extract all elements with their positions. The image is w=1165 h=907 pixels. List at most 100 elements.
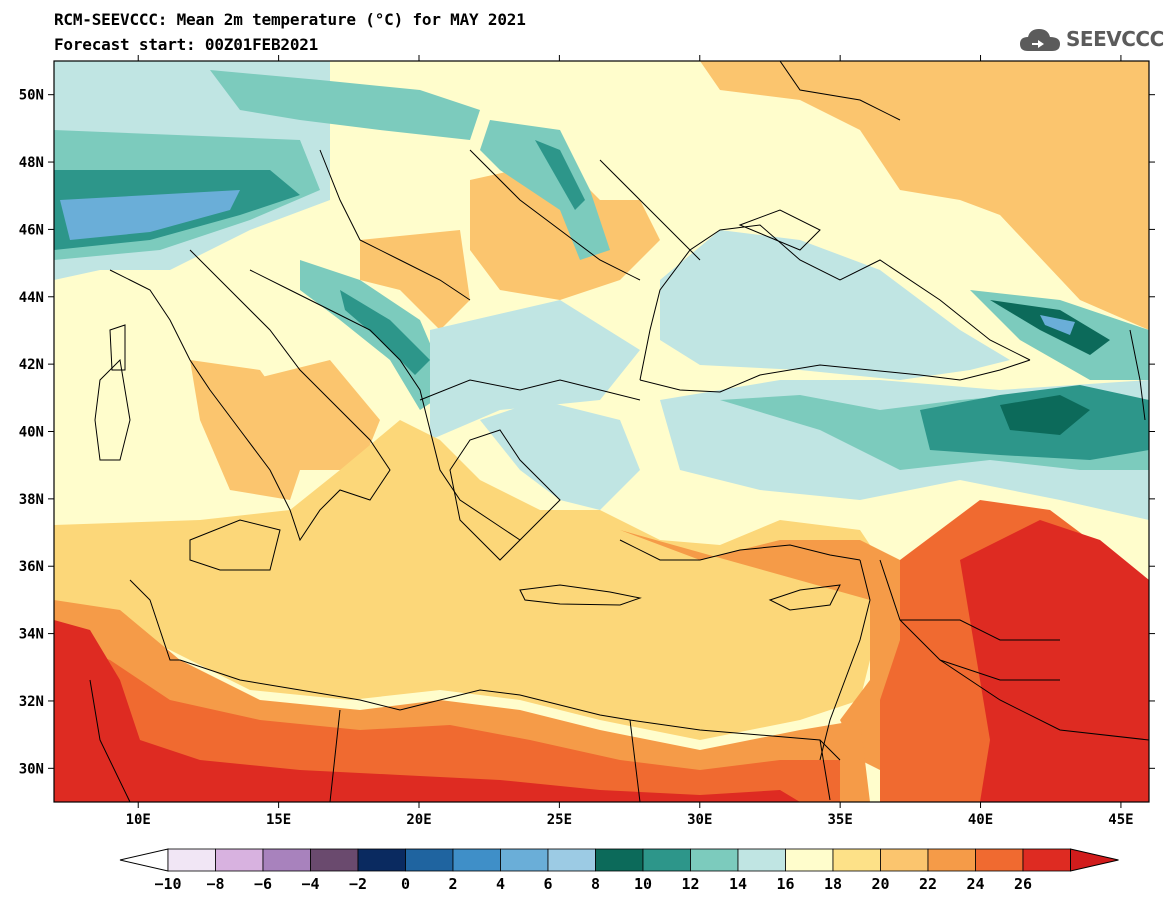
field-balkan-cool — [430, 300, 640, 440]
lat-tick-label: 48N — [19, 155, 44, 171]
field-iraq-hot — [960, 520, 1149, 802]
colorbar-tick-label: 16 — [776, 875, 794, 893]
colorbar-tick-label: 26 — [1014, 875, 1032, 893]
colorbar-swatch — [405, 848, 454, 872]
logo-text: SEEVCCC — [1066, 27, 1164, 51]
field-austria-cool — [210, 70, 480, 140]
lat-tick-label: 46N — [19, 222, 44, 238]
coast-tunisia — [129, 579, 180, 661]
colorbar-swatch — [737, 848, 786, 872]
field-ukraine-warm — [470, 160, 660, 300]
border-3 — [599, 159, 701, 261]
colorbar-swatch — [262, 848, 311, 872]
coast-turkey-north — [639, 359, 1031, 393]
forecast-start-label: Forecast start: 00Z01FEB2021 — [54, 35, 319, 54]
colorbar-tick-label: 6 — [543, 875, 552, 893]
field-caucasus-cold — [990, 300, 1110, 355]
coast-italy — [109, 249, 391, 542]
map-title: RCM-SEEVCCC: Mean 2m temperature (°C) fo… — [54, 10, 526, 29]
colorbar-swatch — [215, 848, 264, 872]
lon-tick-label: 10E — [126, 812, 151, 828]
colorbar-tick-label: −10 — [154, 875, 181, 893]
colorbar-under-triangle — [119, 848, 169, 872]
colorbar-tick-label: 10 — [634, 875, 652, 893]
lat-tick-label: 42N — [19, 357, 44, 373]
field-aegean-cool — [480, 400, 640, 510]
temperature-field — [54, 61, 1149, 802]
colorbar-tick-label: −2 — [349, 875, 367, 893]
colorbar-tick-label: 0 — [401, 875, 410, 893]
colorbar-tick-label: 22 — [919, 875, 937, 893]
lat-tick-label: 30N — [19, 761, 44, 777]
colorbar-over-triangle — [1070, 848, 1119, 872]
colorbar-swatch — [452, 848, 501, 872]
colorbar-tick-label: −6 — [254, 875, 272, 893]
colorbar-swatch — [975, 848, 1024, 872]
colorbar-swatch — [642, 848, 691, 872]
lon-tick-label: 25E — [547, 812, 572, 828]
colorbar-tick-label: 8 — [591, 875, 600, 893]
lat-tick-label: 36N — [19, 559, 44, 575]
coast-levant — [819, 559, 871, 761]
lon-tick-label: 40E — [968, 812, 993, 828]
colorbar-tick-label: −8 — [206, 875, 224, 893]
lat-tick-label: 40N — [19, 425, 44, 441]
border-1 — [319, 149, 471, 301]
coast-sardinia — [94, 358, 131, 461]
cloud-icon — [1020, 29, 1060, 51]
colorbar-swatch — [167, 848, 216, 872]
colorbar-swatch — [785, 848, 834, 872]
coast-cyprus — [768, 584, 841, 611]
colorbar-swatch — [880, 848, 929, 872]
lat-tick-label: 38N — [19, 492, 44, 508]
coast-libya-west — [179, 659, 441, 711]
colorbar-tick-label: 4 — [496, 875, 505, 893]
border-6 — [900, 619, 1060, 641]
field-blacksea-cool — [660, 230, 1010, 380]
coastlines — [89, 61, 1149, 802]
lon-tick-label: 15E — [266, 812, 291, 828]
border-2 — [469, 149, 641, 281]
field-carpathians-cool2 — [535, 140, 585, 210]
colorbar-swatch — [357, 848, 406, 872]
border-10 — [329, 709, 341, 802]
field-med-warm — [54, 420, 900, 740]
lat-tick-label: 44N — [19, 290, 44, 306]
coast-greece — [449, 429, 561, 561]
lat-tick-label: 32N — [19, 694, 44, 710]
field-alps-cold — [60, 190, 240, 240]
coast-libya — [439, 689, 631, 721]
seevccc-logo: SEEVCCC — [1018, 22, 1164, 56]
border-9 — [89, 679, 131, 802]
field-caucasus-blue — [1040, 315, 1075, 335]
colorbar-tick-label: 2 — [448, 875, 457, 893]
colorbar-swatch — [310, 848, 359, 872]
field-dinaric-cool12 — [340, 290, 430, 375]
colorbar-swatch — [832, 848, 881, 872]
lon-tick-label: 20E — [406, 812, 431, 828]
border-4 — [419, 379, 641, 401]
colorbar: −10 −8 −6 −4 −2 0 2 4 6 8 10 12 14 16 18 20 22 24 26 — [119, 848, 1119, 893]
colorbar-swatch — [500, 848, 549, 872]
field-tyrrhenian-warm — [190, 360, 310, 500]
colorbar-swatch — [690, 848, 739, 872]
field-tunisia-hot — [54, 620, 800, 802]
lat-tick-label: 34N — [19, 627, 44, 643]
colorbar-tick-label: 14 — [729, 875, 747, 893]
coast-crimea — [738, 209, 821, 251]
colorbar-swatch — [927, 848, 976, 872]
coast-adriatic-east — [249, 269, 521, 541]
coast-turkey-south — [619, 539, 861, 561]
colorbar-swatch — [595, 848, 644, 872]
field-russia-warm — [700, 61, 1149, 330]
lat-tick-label: 50N — [19, 88, 44, 104]
lon-tick-label: 30E — [687, 812, 712, 828]
coast-crete — [519, 584, 642, 606]
field-africa-24 — [54, 640, 840, 802]
colorbar-tick-label: 24 — [966, 875, 984, 893]
colorbar-swatch — [547, 848, 596, 872]
coast-black-sea — [639, 224, 1031, 381]
lon-tick-label: 35E — [828, 812, 853, 828]
colorbar-swatch — [1022, 848, 1071, 872]
